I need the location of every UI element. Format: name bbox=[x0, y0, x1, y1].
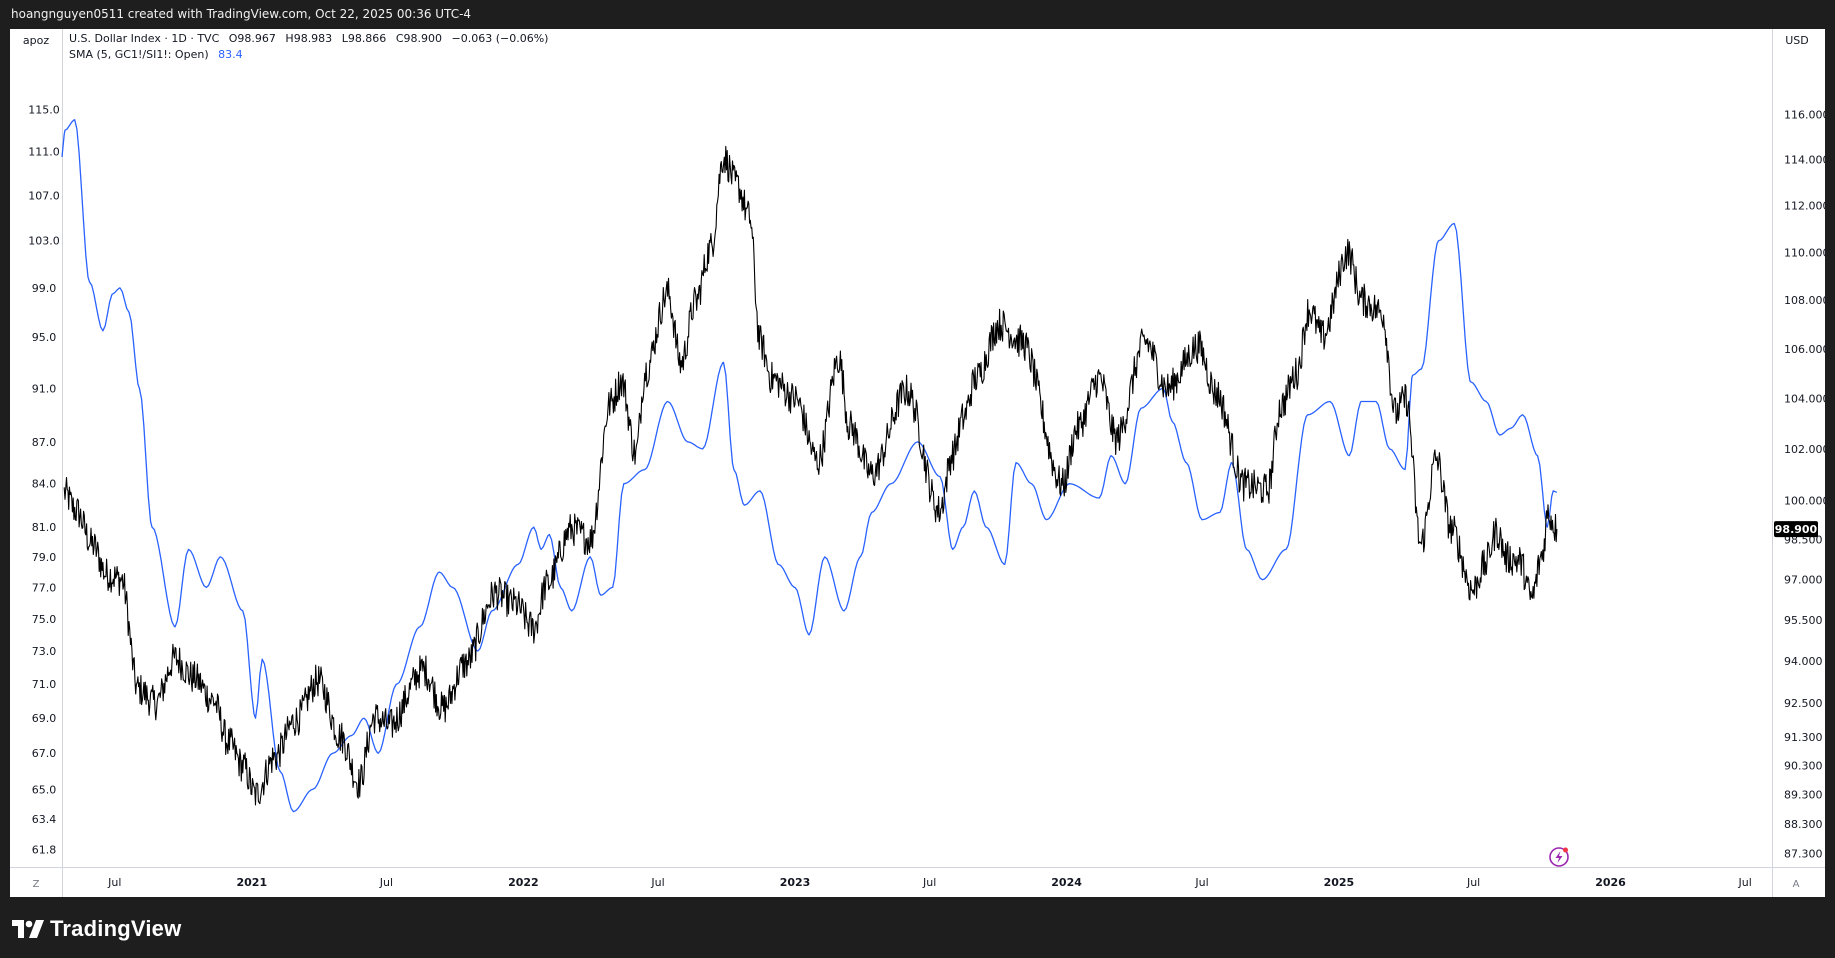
legend-sma-label: SMA (5, GC1!/SI1!: Open) bbox=[69, 48, 209, 61]
right-axis-tick-label: 104.000 bbox=[1784, 392, 1825, 405]
time-axis[interactable]: Jul 2021 Jul 2022 Jul 2023 Jul 2024 Jul 2025 Jul 20… bbox=[107, 876, 1752, 889]
left-axis-tick-label: 84.0 bbox=[32, 478, 57, 491]
right-axis-tick-label: 100.000 bbox=[1784, 494, 1825, 507]
left-axis-tick-label: 69.0 bbox=[32, 712, 57, 725]
right-axis-tick-label: 89.300 bbox=[1784, 789, 1823, 802]
right-axis-tick-label: 92.500 bbox=[1784, 697, 1823, 710]
left-axis-tick-label: 77.0 bbox=[32, 581, 57, 594]
left-scale-label: apoz bbox=[23, 34, 49, 47]
left-axis-tick-label: 87.0 bbox=[32, 436, 57, 449]
brand-name: TradingView bbox=[50, 916, 182, 941]
footer-bar: TradingView bbox=[0, 898, 1835, 958]
right-axis-tick-label: 95.500 bbox=[1784, 614, 1823, 627]
right-axis[interactable]: 116.000 114.000 112.000 110.000 108.000 106.0… bbox=[1784, 108, 1830, 861]
right-axis-tick-label: 94.000 bbox=[1784, 655, 1823, 668]
right-axis-tick-label: 88.300 bbox=[1784, 818, 1823, 831]
legend-change: −0.063 (−0.06%) bbox=[451, 32, 548, 45]
chart-frame: apoz USD 115.0 111.0 107.0 103.0 99.0 95.0 91.… bbox=[10, 29, 1830, 897]
left-axis-tick-label: 73.0 bbox=[32, 645, 57, 658]
lightning-icon[interactable] bbox=[1549, 847, 1569, 867]
legend-symbol: U.S. Dollar Index · 1D · TVC bbox=[69, 32, 220, 45]
left-axis-tick-label: 63.4 bbox=[32, 813, 57, 826]
right-axis-tick-label: 106.000 bbox=[1784, 343, 1825, 356]
left-axis-tick-label: 107.0 bbox=[28, 189, 60, 202]
right-scale-label: USD bbox=[1785, 34, 1809, 47]
right-axis-tick-label: 110.000 bbox=[1784, 246, 1825, 259]
right-axis-tick-label: 116.000 bbox=[1784, 108, 1825, 121]
time-axis-tick-label: Jul bbox=[1194, 876, 1208, 889]
legend-sma-value: 83.4 bbox=[218, 48, 243, 61]
last-price-label: 98.900 bbox=[1775, 523, 1818, 536]
legend-open: O98.967 bbox=[229, 32, 276, 45]
chart-background bbox=[10, 29, 1825, 897]
left-axis-tick-label: 75.0 bbox=[32, 613, 57, 626]
right-axis-tick-label: 90.300 bbox=[1784, 760, 1823, 773]
time-axis-tick-label: 2023 bbox=[780, 876, 811, 889]
left-axis-tick-label: 111.0 bbox=[28, 146, 60, 159]
chart-canvas[interactable]: apoz USD 115.0 111.0 107.0 103.0 99.0 95.0 91.… bbox=[10, 29, 1830, 897]
right-axis-tick-label: 108.000 bbox=[1784, 294, 1825, 307]
attribution-bar: hoangnguyen0511 created with TradingView… bbox=[0, 0, 1835, 28]
svg-text:U.S. Dollar Index · 1D · TVC: U.S. Dollar Index · 1D · TVC O98.967 H98… bbox=[69, 32, 548, 45]
plot-area[interactable] bbox=[61, 119, 1558, 813]
last-price-badge: 98.900 bbox=[1774, 521, 1818, 538]
legend-low: L98.866 bbox=[342, 32, 387, 45]
left-axis-tick-label: 115.0 bbox=[28, 103, 60, 116]
attribution-text: hoangnguyen0511 created with TradingView… bbox=[11, 7, 472, 21]
time-axis-tick-label: 2024 bbox=[1051, 876, 1082, 889]
time-axis-tick-label: Jul bbox=[1738, 876, 1752, 889]
left-axis-tick-label: 71.0 bbox=[32, 678, 57, 691]
legend-high: H98.983 bbox=[285, 32, 332, 45]
time-axis-tick-label: 2026 bbox=[1595, 876, 1626, 889]
time-axis-tick-label: Jul bbox=[922, 876, 936, 889]
left-axis-tick-label: 99.0 bbox=[32, 282, 57, 295]
left-axis-tick-label: 61.8 bbox=[32, 844, 57, 857]
right-axis-tick-label: 114.000 bbox=[1784, 154, 1825, 167]
time-axis-tick-label: 2021 bbox=[236, 876, 267, 889]
legend-close: C98.900 bbox=[396, 32, 442, 45]
tradingview-logo-icon bbox=[12, 920, 44, 938]
time-axis-tick-label: 2022 bbox=[508, 876, 539, 889]
left-axis-tick-label: 91.0 bbox=[32, 382, 57, 395]
time-axis-tick-label: Jul bbox=[107, 876, 121, 889]
left-axis[interactable]: 115.0 111.0 107.0 103.0 99.0 95.0 91.0 87.0 84.0… bbox=[28, 103, 60, 856]
scale-mode-left-button[interactable]: Z bbox=[33, 879, 40, 890]
tradingview-logo[interactable]: TradingView bbox=[12, 915, 181, 943]
right-axis-tick-label: 91.300 bbox=[1784, 731, 1823, 744]
time-axis-tick-label: 2025 bbox=[1324, 876, 1355, 889]
right-axis-tick-label: 87.300 bbox=[1784, 848, 1823, 861]
left-axis-tick-label: 103.0 bbox=[28, 235, 60, 248]
price-series-line[interactable] bbox=[63, 145, 1558, 806]
left-axis-tick-label: 67.0 bbox=[32, 747, 57, 760]
left-axis-tick-label: 81.0 bbox=[32, 521, 57, 534]
left-axis-tick-label: 65.0 bbox=[32, 783, 57, 796]
time-axis-tick-label: Jul bbox=[1466, 876, 1480, 889]
scale-mode-right-button[interactable]: A bbox=[1793, 879, 1800, 890]
time-axis-tick-label: Jul bbox=[379, 876, 393, 889]
right-axis-tick-label: 97.000 bbox=[1784, 574, 1823, 587]
pane-borders bbox=[10, 29, 1825, 897]
sma-series-line[interactable] bbox=[61, 119, 1558, 813]
svg-text:SMA (5, GC1!/SI1!: Open): SMA (5, GC1!/SI1!: Open) 83.4 bbox=[69, 48, 243, 61]
left-axis-tick-label: 95.0 bbox=[32, 331, 57, 344]
left-axis-tick-label: 79.0 bbox=[32, 551, 57, 564]
right-axis-tick-label: 102.000 bbox=[1784, 443, 1825, 456]
time-axis-tick-label: Jul bbox=[650, 876, 664, 889]
legend: U.S. Dollar Index · 1D · TVC O98.967 H98… bbox=[69, 32, 548, 61]
right-axis-tick-label: 112.000 bbox=[1784, 200, 1825, 213]
